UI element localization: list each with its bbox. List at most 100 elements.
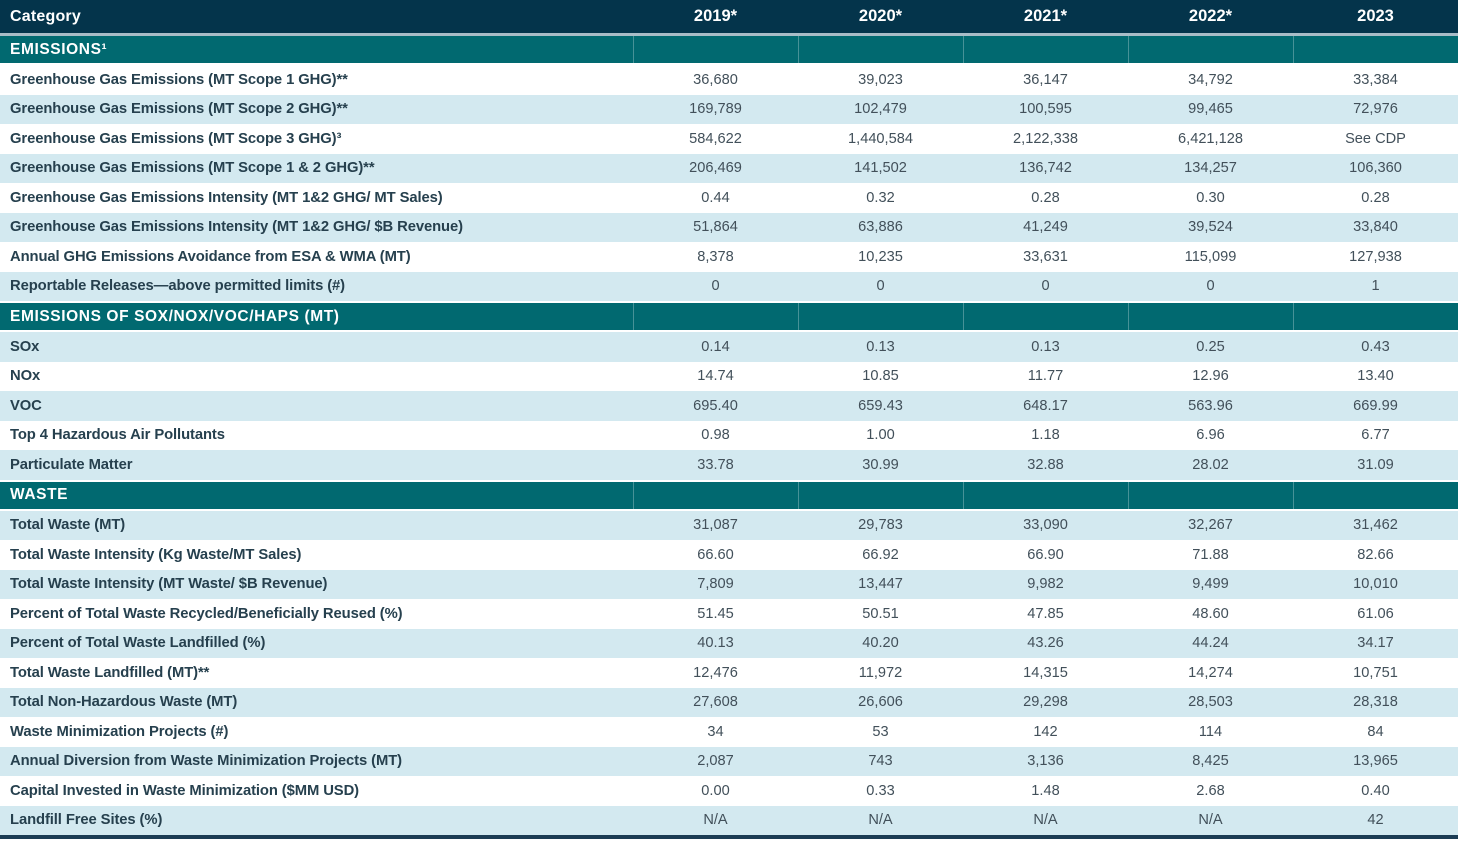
- table-row: SOx 0.14 0.13 0.13 0.25 0.43: [0, 332, 1458, 362]
- cell-value: 3,136: [1027, 753, 1064, 770]
- cell-value: 61.06: [1357, 605, 1394, 622]
- cell-value: 34: [707, 723, 724, 740]
- cell-value: 1.00: [866, 427, 895, 444]
- table-row: Total Waste Landfilled (MT)** 12,476 11,97…: [0, 658, 1458, 688]
- table-row: Landfill Free Sites (%) N/A N/A N/A N/A 42: [0, 805, 1458, 835]
- table-row: NOx 14.74 10.85 11.77 12.96 13.40: [0, 361, 1458, 391]
- cell-value: 6.77: [1361, 427, 1390, 444]
- section-bar-cell: [1128, 36, 1293, 63]
- cell-value: 34.17: [1357, 635, 1394, 652]
- cell-value: 31.09: [1357, 456, 1394, 473]
- cell-value: 33,840: [1353, 219, 1398, 236]
- cell-value: 99,465: [1188, 101, 1233, 118]
- cell-value: 40.20: [862, 635, 899, 652]
- row-label: Greenhouse Gas Emissions Intensity (MT 1…: [10, 189, 443, 206]
- cell-value: 0.44: [701, 189, 730, 206]
- cell-value: 50.51: [862, 605, 899, 622]
- column-header-category: Category: [10, 7, 81, 25]
- row-label: SOx: [10, 338, 40, 355]
- cell-value: 0: [1206, 278, 1215, 295]
- table-row: Greenhouse Gas Emissions (MT Scope 2 GHG…: [0, 94, 1458, 124]
- cell-value: 33,090: [1023, 517, 1068, 534]
- row-label: Top 4 Hazardous Air Pollutants: [10, 427, 225, 444]
- cell-value: 82.66: [1357, 546, 1394, 563]
- row-label: Waste Minimization Projects (#): [10, 723, 229, 740]
- cell-value: 27,608: [693, 694, 738, 711]
- cell-value: 33.78: [697, 456, 734, 473]
- cell-value: N/A: [703, 812, 728, 829]
- row-label: Particulate Matter: [10, 456, 133, 473]
- cell-value: 0.25: [1196, 338, 1225, 355]
- row-label: Landfill Free Sites (%): [10, 812, 163, 829]
- cell-value: 10,235: [858, 248, 903, 265]
- cell-value: 1.18: [1031, 427, 1060, 444]
- table-row: Greenhouse Gas Emissions Intensity (MT 1…: [0, 212, 1458, 242]
- cell-value: 84: [1367, 723, 1384, 740]
- cell-value: 141,502: [854, 160, 907, 177]
- cell-value: 13,447: [858, 576, 903, 593]
- table-row: Waste Minimization Projects (#) 34 53 142 11…: [0, 717, 1458, 747]
- cell-value: 142: [1033, 723, 1058, 740]
- table-row: Capital Invested in Waste Minimization (…: [0, 776, 1458, 806]
- row-label: Total Waste Intensity (Kg Waste/MT Sales…: [10, 546, 302, 563]
- row-label: Greenhouse Gas Emissions (MT Scope 3 GHG…: [10, 130, 342, 147]
- cell-value: 13.40: [1357, 368, 1394, 385]
- row-label: Percent of Total Waste Landfilled (%): [10, 635, 266, 652]
- cell-value: 6.96: [1196, 427, 1225, 444]
- column-header-2023: 2023: [1357, 7, 1394, 25]
- row-label: Greenhouse Gas Emissions (MT Scope 2 GHG…: [10, 101, 348, 118]
- row-label: Total Waste (MT): [10, 517, 126, 534]
- table-row: Annual GHG Emissions Avoidance from ESA …: [0, 242, 1458, 272]
- cell-value: 134,257: [1184, 160, 1237, 177]
- section-bar-cell: [1128, 303, 1293, 330]
- cell-value: 584,622: [689, 130, 742, 147]
- table-row: Percent of Total Waste Landfilled (%) 40.…: [0, 628, 1458, 658]
- cell-value: 0.30: [1196, 189, 1225, 206]
- row-label: Total Waste Landfilled (MT)**: [10, 664, 210, 681]
- cell-value: 31,462: [1353, 517, 1398, 534]
- cell-value: 66.92: [862, 546, 899, 563]
- cell-value: 71.88: [1192, 546, 1229, 563]
- cell-value: 63,886: [858, 219, 903, 236]
- cell-value: 36,680: [693, 71, 738, 88]
- cell-value: 7,809: [697, 576, 734, 593]
- table-row: Reportable Releases—above permitted limi…: [0, 271, 1458, 301]
- section-bar-cell: [1293, 36, 1458, 63]
- section-header-bar: WASTE: [0, 481, 1458, 509]
- cell-value: 0: [1041, 278, 1050, 295]
- cell-value: 563.96: [1188, 397, 1233, 414]
- cell-value: 106,360: [1349, 160, 1402, 177]
- cell-value: 0.40: [1361, 782, 1390, 799]
- cell-value: 102,479: [854, 101, 907, 118]
- table-row: Top 4 Hazardous Air Pollutants 0.98 1.00 1.…: [0, 420, 1458, 450]
- cell-value: 28,503: [1188, 694, 1233, 711]
- cell-value: 42: [1367, 812, 1384, 829]
- cell-value: 0.33: [866, 782, 895, 799]
- table-row: Percent of Total Waste Recycled/Benefici…: [0, 599, 1458, 629]
- cell-value: 72,976: [1353, 101, 1398, 118]
- row-label: Greenhouse Gas Emissions (MT Scope 1 & 2…: [10, 160, 375, 177]
- cell-value: 2.68: [1196, 782, 1225, 799]
- table-row: Total Non-Hazardous Waste (MT) 27,608 26,6…: [0, 687, 1458, 717]
- cell-value: 28,318: [1353, 694, 1398, 711]
- row-label: VOC: [10, 397, 42, 414]
- section-header-bar: EMISSIONS¹: [0, 36, 1458, 63]
- row-label: Total Non-Hazardous Waste (MT): [10, 694, 238, 711]
- section-bar-cell: [963, 36, 1128, 63]
- cell-value: 8,378: [697, 248, 734, 265]
- section-bar-cell: [633, 303, 798, 330]
- column-header-2022: 2022*: [1188, 7, 1233, 25]
- cell-value: 10,751: [1353, 664, 1398, 681]
- cell-value: 0: [876, 278, 885, 295]
- cell-value: 9,499: [1192, 576, 1229, 593]
- section-bar-cell: [798, 481, 963, 509]
- row-label: Greenhouse Gas Emissions Intensity (MT 1…: [10, 219, 463, 236]
- cell-value: 28.02: [1192, 456, 1229, 473]
- cell-value: 53: [872, 723, 889, 740]
- cell-value: N/A: [1198, 812, 1223, 829]
- cell-value: See CDP: [1345, 130, 1406, 147]
- table-row: Total Waste Intensity (MT Waste/ $B Reve…: [0, 569, 1458, 599]
- section-bar-cell: [798, 303, 963, 330]
- cell-value: 1: [1371, 278, 1380, 295]
- row-label: Total Waste Intensity (MT Waste/ $B Reve…: [10, 576, 328, 593]
